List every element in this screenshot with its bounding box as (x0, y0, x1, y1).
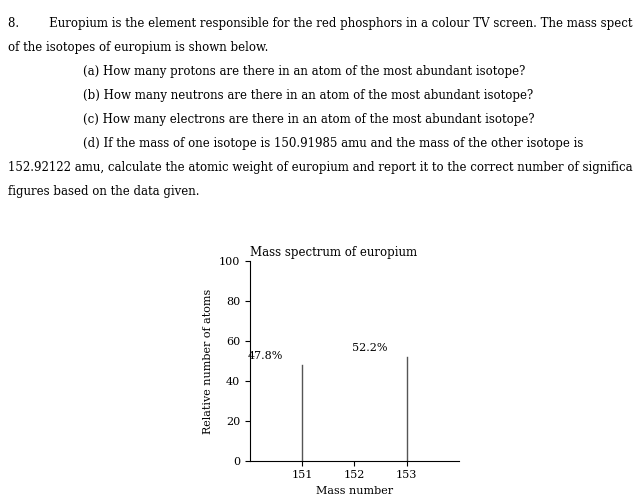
Text: 47.8%: 47.8% (248, 352, 284, 362)
Text: (d) If the mass of one isotope is 150.91985 amu and the mass of the other isotop: (d) If the mass of one isotope is 150.91… (8, 137, 584, 150)
Text: 8.        Europium is the element responsible for the red phosphors in a colour : 8. Europium is the element responsible f… (8, 17, 633, 30)
Text: (b) How many neutrons are there in an atom of the most abundant isotope?: (b) How many neutrons are there in an at… (8, 89, 534, 102)
Text: (a) How many protons are there in an atom of the most abundant isotope?: (a) How many protons are there in an ato… (8, 65, 525, 78)
Text: 152.92122 amu, calculate the atomic weight of europium and report it to the corr: 152.92122 amu, calculate the atomic weig… (8, 161, 633, 174)
X-axis label: Mass number: Mass number (316, 486, 393, 496)
Text: of the isotopes of europium is shown below.: of the isotopes of europium is shown bel… (8, 41, 268, 54)
Text: 52.2%: 52.2% (353, 343, 388, 353)
Text: figures based on the data given.: figures based on the data given. (8, 185, 200, 198)
Y-axis label: Relative number of atoms: Relative number of atoms (203, 288, 213, 434)
Text: (c) How many electrons are there in an atom of the most abundant isotope?: (c) How many electrons are there in an a… (8, 113, 535, 126)
Text: Mass spectrum of europium: Mass spectrum of europium (250, 246, 417, 259)
